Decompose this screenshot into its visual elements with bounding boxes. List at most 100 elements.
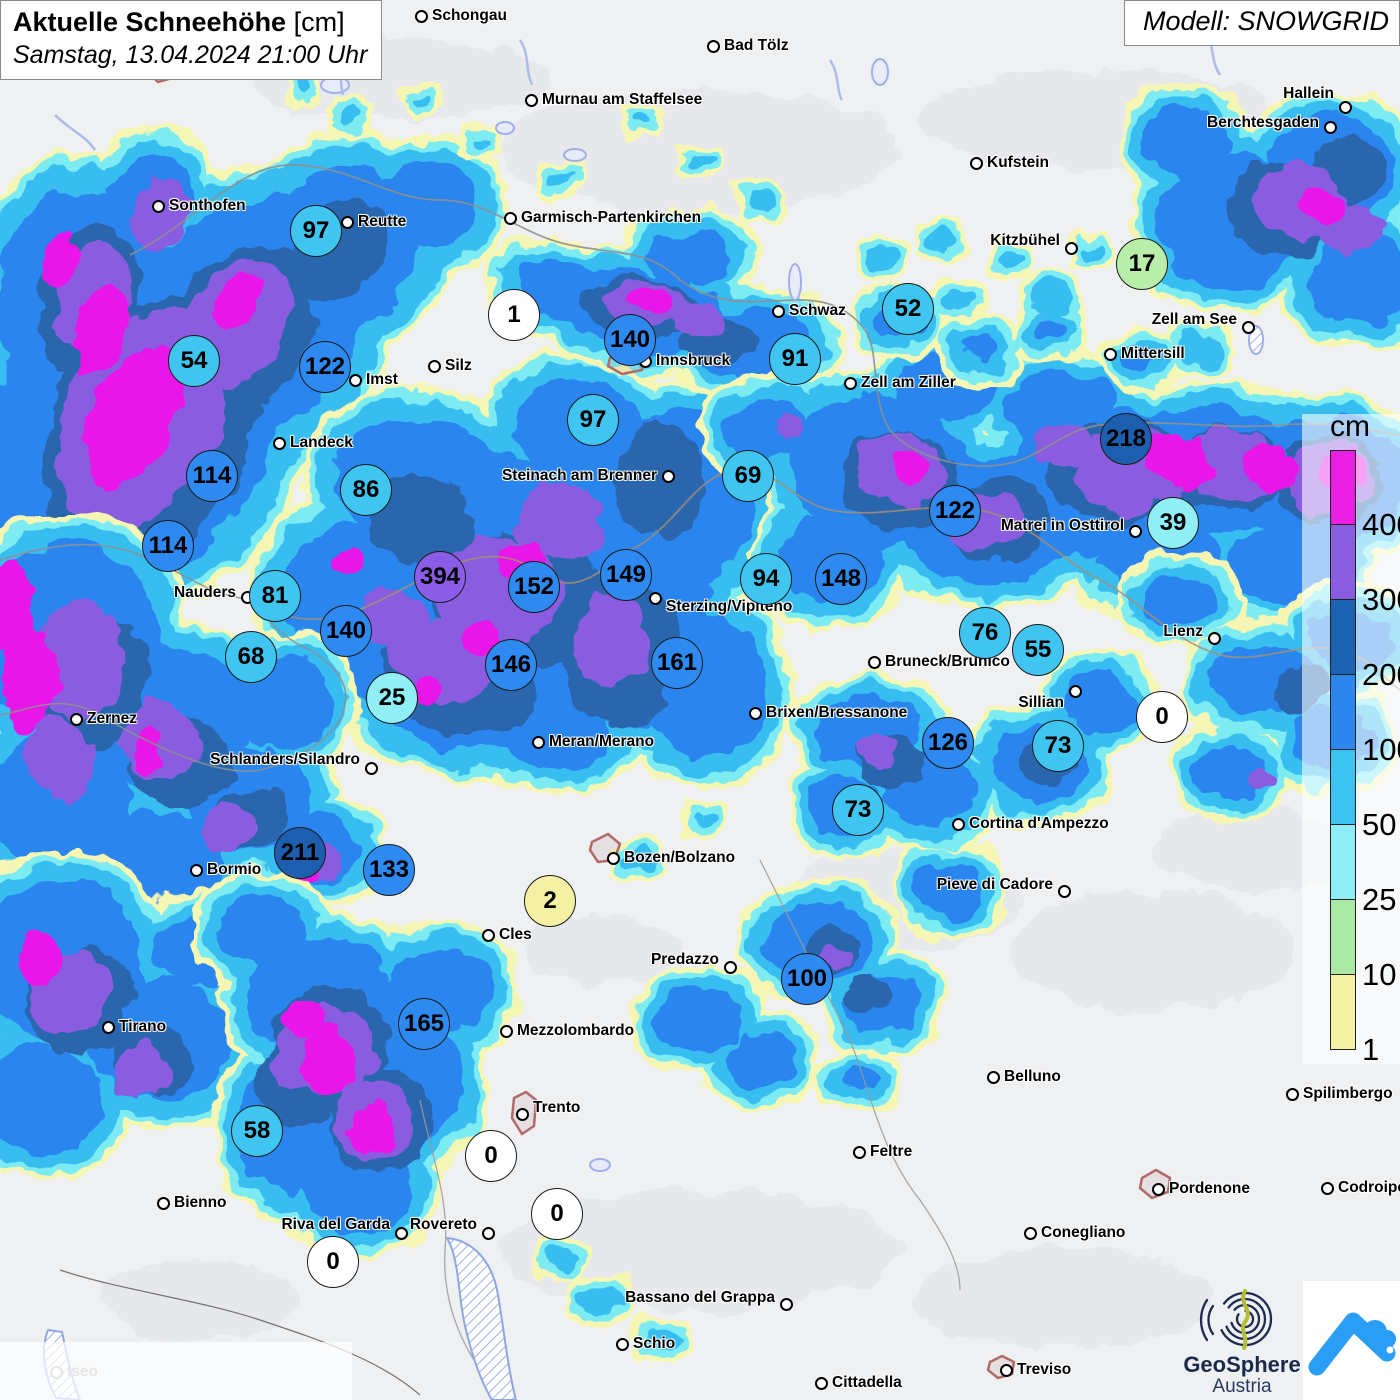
station-value-badge: 0 (531, 1188, 583, 1240)
city-marker (999, 1363, 1013, 1377)
city-marker (771, 304, 785, 318)
city-label: Imst (366, 371, 398, 388)
city-label: Brixen/Bressanone (766, 704, 908, 721)
city-marker (531, 735, 545, 749)
city-label: Zernez (87, 710, 137, 727)
city-marker (151, 199, 165, 213)
city-label: Steinach am Brenner (501, 467, 657, 484)
legend-unit-label: cm (1330, 410, 1370, 443)
city-label: Mittersill (1121, 345, 1185, 362)
station-value-badge: 114 (142, 520, 194, 572)
snow-massif (712, 340, 1400, 618)
legend-tick-label: 300 (1362, 582, 1400, 617)
city-label: Bad Tölz (724, 37, 789, 54)
station-value-badge: 140 (604, 314, 656, 366)
city-marker (364, 761, 378, 775)
city-label: Codroipo (1338, 1179, 1400, 1196)
city-marker (427, 359, 441, 373)
city-label: Treviso (1017, 1361, 1072, 1378)
city-label: Predazzo (650, 951, 719, 968)
city-marker (101, 1020, 115, 1034)
city-marker (986, 1070, 1000, 1084)
city-label: Bormio (207, 861, 262, 878)
city-label: Meran/Merano (549, 733, 655, 750)
station-value-badge: 73 (832, 784, 884, 836)
station-value-badge: 161 (651, 637, 703, 689)
legend-tick-label: 400 (1362, 507, 1400, 542)
station-value-badge: 39 (1147, 497, 1199, 549)
station-value-badge: 17 (1116, 238, 1168, 290)
station-value-badge: 100 (781, 953, 833, 1005)
station-value-badge: 55 (1012, 624, 1064, 676)
city-label: Nauders (173, 584, 236, 601)
city-marker (779, 1297, 793, 1311)
map-title-box: Aktuelle Schneehöhe [cm] Samstag, 13.04.… (0, 0, 383, 80)
model-info-box: Modell: SNOWGRID (1123, 0, 1400, 46)
title-heading: Aktuelle Schneehöhe (13, 7, 287, 37)
station-value-badge: 1 (488, 289, 540, 341)
station-value-badge: 152 (508, 561, 560, 613)
station-value-badge: 394 (414, 551, 466, 603)
station-value-badge: 58 (231, 1105, 283, 1157)
geosphere-logo: GeoSphere Austria (1183, 1286, 1301, 1398)
legend-color-segment (1330, 900, 1356, 975)
geosphere-fingerprint-icon (1199, 1289, 1273, 1350)
station-value-badge: 25 (366, 672, 418, 724)
city-marker (481, 1226, 495, 1240)
city-marker (606, 851, 620, 865)
city-label: Spilimbergo (1303, 1085, 1393, 1102)
station-value-badge: 114 (186, 450, 238, 502)
city-label: Landeck (290, 434, 353, 451)
legend-tick-label: 25 (1362, 882, 1397, 917)
city-marker (1207, 631, 1221, 645)
city-label: Feltre (870, 1143, 913, 1160)
legend-tick-label: 50 (1362, 807, 1397, 842)
city-label: Silz (445, 357, 472, 374)
city-label: Lienz (1163, 623, 1203, 640)
city-marker (481, 928, 495, 942)
city-label: Mezzolombardo (517, 1022, 635, 1039)
city-label: Schongau (432, 7, 507, 24)
city-marker (867, 655, 881, 669)
city-marker (1241, 320, 1255, 334)
station-value-badge: 2 (524, 875, 576, 927)
station-value-badge: 91 (769, 333, 821, 385)
city-marker (706, 39, 720, 53)
city-marker (189, 863, 203, 877)
city-marker (1323, 120, 1337, 134)
city-label: Zell am See (1151, 311, 1237, 328)
station-value-badge: 148 (815, 553, 867, 605)
snow-massif (204, 882, 508, 1248)
city-marker (951, 817, 965, 831)
city-label: Rovereto (409, 1216, 477, 1233)
city-marker (340, 215, 354, 229)
city-marker (515, 1107, 529, 1121)
map-datetime: Samstag, 13.04.2024 21:00 Uhr (13, 41, 368, 69)
city-label: Conegliano (1041, 1224, 1126, 1241)
city-label: Bienno (174, 1194, 227, 1211)
city-marker (1320, 1181, 1334, 1195)
city-label: Trento (533, 1099, 581, 1116)
legend-color-segment (1330, 825, 1356, 900)
city-marker (1068, 684, 1082, 698)
city-marker (156, 1196, 170, 1210)
city-label: Sonthofen (169, 197, 246, 214)
city-marker (723, 960, 737, 974)
city-label: Sillian (1018, 694, 1064, 711)
city-marker (1128, 524, 1142, 538)
legend-tick-label: 200 (1362, 657, 1400, 692)
city-label: Bassano del Grappa (625, 1289, 775, 1306)
mountain-cloud-icon (1308, 1312, 1396, 1376)
city-marker (414, 9, 428, 23)
snow-massif (0, 862, 258, 1168)
city-label: Bozen/Bolzano (624, 849, 736, 866)
city-label: Cittadella (832, 1374, 902, 1391)
snow-cover-layer (0, 82, 1400, 1352)
city-marker (1338, 100, 1352, 114)
city-marker (272, 436, 286, 450)
city-label: Murnau am Staffelsee (542, 91, 703, 108)
city-marker (615, 1337, 629, 1351)
city-label: Schwaz (789, 302, 846, 319)
city-marker (69, 712, 83, 726)
